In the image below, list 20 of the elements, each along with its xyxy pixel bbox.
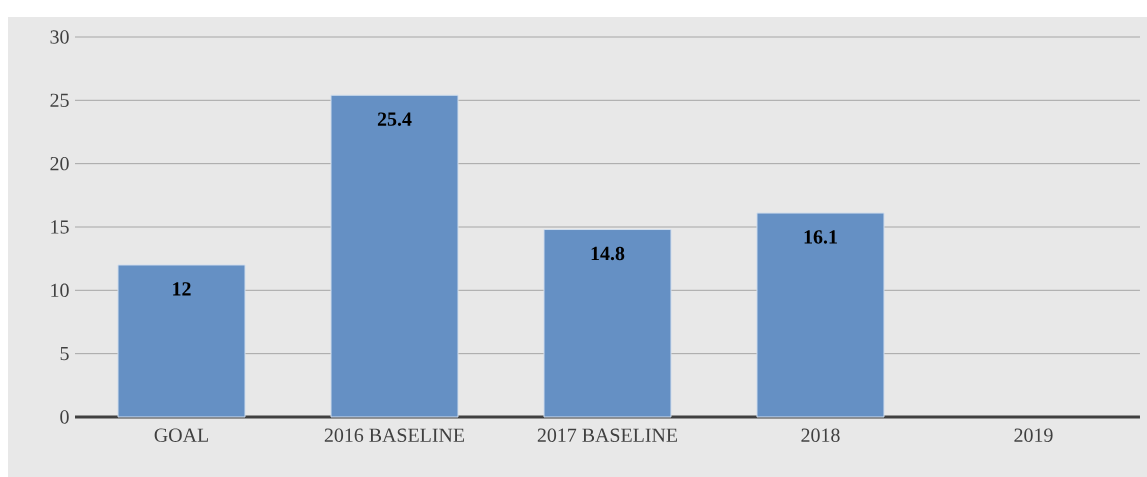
bar xyxy=(117,264,246,418)
y-tick-label: 5 xyxy=(60,347,69,361)
y-tick-label: 15 xyxy=(51,220,69,234)
data-label: 16.1 xyxy=(804,230,837,244)
data-label: 14.8 xyxy=(591,246,625,261)
bar xyxy=(330,94,459,418)
y-tick-label: 25 xyxy=(50,93,69,108)
y-tick-label: 10 xyxy=(51,283,69,298)
bar xyxy=(543,229,672,418)
x-tick-label: 2018 xyxy=(801,428,840,442)
y-tick-label: 0 xyxy=(60,410,69,424)
y-tick-label: 20 xyxy=(50,156,69,171)
data-label: 25.4 xyxy=(377,112,412,126)
x-tick-label: 2016 BASELINE xyxy=(324,428,465,442)
x-tick-label: GOAL xyxy=(154,428,208,442)
bar xyxy=(756,212,885,418)
x-tick-label: 2017 BASELINE xyxy=(537,428,678,442)
data-label: 12 xyxy=(173,282,191,296)
y-tick-label: 30 xyxy=(50,30,69,44)
x-tick-label: 2019 xyxy=(1014,428,1053,442)
